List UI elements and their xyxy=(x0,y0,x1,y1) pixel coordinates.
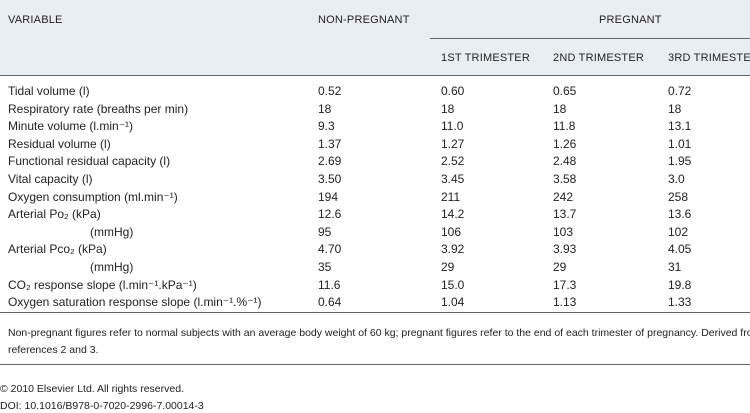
cell-value: 18 xyxy=(318,101,332,116)
row-label: (mmHg) xyxy=(90,224,134,239)
row-label: Arterial Po₂ (kPa) xyxy=(8,207,101,222)
cell-value: 9.3 xyxy=(318,119,335,134)
copyright: © 2010 Elsevier Ltd. All rights reserved… xyxy=(0,383,184,395)
cell-value: 31 xyxy=(668,260,682,274)
row-label: Oxygen consumption (ml.min⁻¹) xyxy=(8,189,178,204)
cell-value: 103 xyxy=(553,224,574,239)
cell-value: 3.50 xyxy=(318,172,342,186)
cell-value: 4.05 xyxy=(668,242,692,257)
cell-value: 3.58 xyxy=(553,172,577,186)
header-non-pregnant: NON-PREGNANT xyxy=(318,14,410,26)
header-trimester: 2ND TRIMESTER xyxy=(553,52,645,64)
cell-value: 12.6 xyxy=(318,207,342,222)
cell-value: 1.95 xyxy=(668,154,692,169)
cell-value: 102 xyxy=(668,224,689,239)
cell-value: 1.26 xyxy=(553,136,577,151)
cell-value: 29 xyxy=(553,260,567,274)
header-rule xyxy=(0,75,750,76)
cell-value: 1.33 xyxy=(668,295,692,310)
cell-value: 3.92 xyxy=(441,242,465,257)
cell-value: 3.0 xyxy=(668,172,685,186)
header-pregnant: PREGNANT xyxy=(599,14,662,26)
cell-value: 29 xyxy=(441,260,455,274)
header-background xyxy=(0,0,750,75)
footnote-rule xyxy=(0,364,750,365)
cell-value: 18 xyxy=(668,101,682,116)
cell-value: 0.65 xyxy=(553,84,577,98)
cell-value: 19.8 xyxy=(668,277,692,292)
row-label: CO₂ response slope (l.min⁻¹.kPa⁻¹) xyxy=(8,277,197,292)
cell-value: 4.70 xyxy=(318,242,342,257)
header-divider xyxy=(430,38,750,39)
cell-value: 1.27 xyxy=(441,136,465,151)
cell-value: 17.3 xyxy=(553,277,577,292)
cell-value: 13.1 xyxy=(668,119,692,134)
cell-value: 13.6 xyxy=(668,207,692,222)
cell-value: 194 xyxy=(318,189,339,204)
cell-value: 11.0 xyxy=(441,119,464,134)
table-rule xyxy=(0,312,750,313)
cell-value: 0.60 xyxy=(441,84,465,98)
row-label: Arterial Pco₂ (kPa) xyxy=(8,242,107,257)
header-trimester: 1ST TRIMESTER xyxy=(441,52,530,64)
cell-value: 95 xyxy=(318,224,332,239)
cell-value: 35 xyxy=(318,260,332,274)
row-label: Residual volume (l) xyxy=(8,136,111,151)
cell-value: 15.0 xyxy=(441,277,465,292)
footnote: Non-pregnant figures refer to normal sub… xyxy=(8,327,750,356)
cell-value: 211 xyxy=(441,189,461,204)
row-label: Respiratory rate (breaths per min) xyxy=(8,101,189,116)
row-label: Functional residual capacity (l) xyxy=(8,154,171,169)
cell-value: 0.52 xyxy=(318,84,342,98)
cell-value: 242 xyxy=(553,189,574,204)
cell-value: 1.04 xyxy=(441,295,465,310)
cell-value: 1.37 xyxy=(318,136,342,151)
cell-value: 18 xyxy=(441,101,455,116)
row-label: (mmHg) xyxy=(90,260,134,274)
cell-value: 3.45 xyxy=(441,172,465,186)
cell-value: 11.6 xyxy=(318,277,341,292)
cell-value: 2.52 xyxy=(441,154,465,169)
cell-value: 2.48 xyxy=(553,154,577,169)
row-label: Minute volume (l.min⁻¹) xyxy=(8,119,134,134)
row-label: Tidal volume (l) xyxy=(8,84,90,98)
header-variable: VARIABLE xyxy=(8,14,63,26)
cell-value: 13.7 xyxy=(553,207,577,222)
cell-value: 0.64 xyxy=(318,295,342,310)
row-label: Oxygen saturation response slope (l.min⁻… xyxy=(8,295,262,310)
cell-value: 106 xyxy=(441,224,462,239)
cell-value: 14.2 xyxy=(441,207,465,222)
cell-value: 1.13 xyxy=(553,295,577,310)
doi: DOI: 10.1016/B978-0-7020-2996-7.00014-3 xyxy=(0,400,204,412)
cell-value: 0.72 xyxy=(668,84,692,98)
cell-value: 11.8 xyxy=(553,119,576,134)
header-trimester: 3RD TRIMESTER xyxy=(668,52,750,64)
cell-value: 258 xyxy=(668,189,689,204)
cell-value: 1.01 xyxy=(668,136,692,151)
row-label: Vital capacity (l) xyxy=(8,172,93,186)
cell-value: 18 xyxy=(553,101,567,116)
cell-value: 3.93 xyxy=(553,242,577,257)
cell-value: 2.69 xyxy=(318,154,342,169)
